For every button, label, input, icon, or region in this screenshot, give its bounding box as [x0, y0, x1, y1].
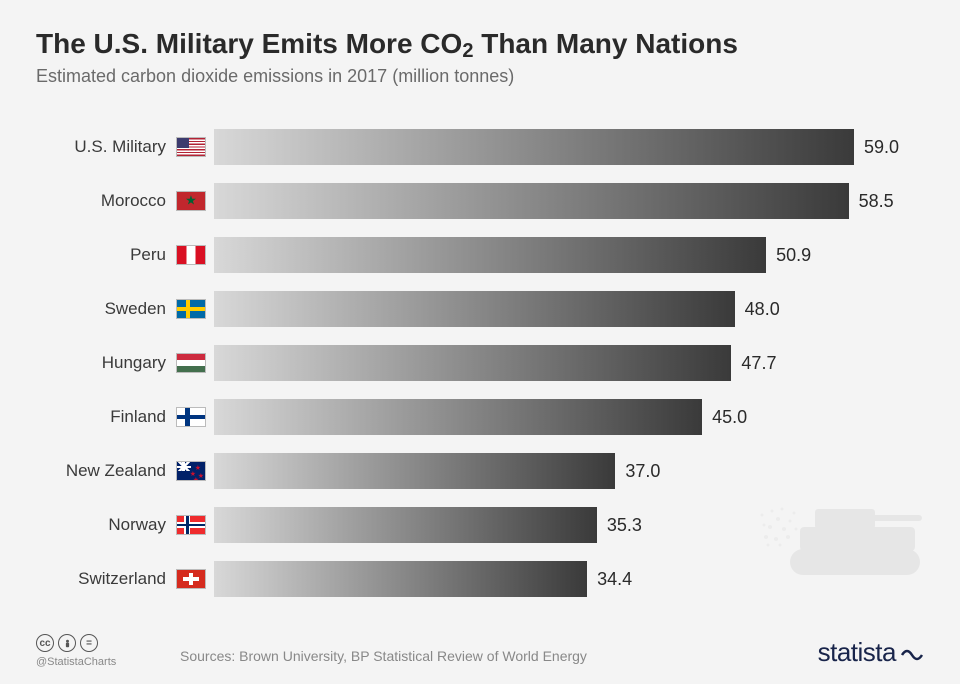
logo-text: statista [818, 637, 896, 668]
fi-flag-icon [176, 407, 206, 427]
bar-value: 37.0 [625, 461, 660, 482]
bar-label: Norway [36, 515, 176, 535]
statista-logo: statista [818, 637, 924, 668]
bar-track: 50.9 [214, 237, 924, 273]
ch-flag-icon [176, 569, 206, 589]
bar-value: 50.9 [776, 245, 811, 266]
bar-label: Peru [36, 245, 176, 265]
bar-row: Sweden 48.0 [36, 285, 924, 333]
hu-flag-icon [176, 353, 206, 373]
bar-label: Sweden [36, 299, 176, 319]
bar-label: New Zealand [36, 461, 176, 481]
handle-text: @StatistaCharts [36, 656, 116, 668]
tank-icon [760, 479, 930, 589]
bar-track: 59.0 [214, 129, 924, 165]
bar-row: Morocco 58.5 [36, 177, 924, 225]
bar-row: Peru 50.9 [36, 231, 924, 279]
bar [214, 291, 735, 327]
cc-icon: cc [36, 634, 54, 652]
by-icon [58, 634, 76, 652]
bar-track: 58.5 [214, 183, 924, 219]
chart-container: The U.S. Military Emits More CO2 Than Ma… [0, 0, 960, 684]
bar-value: 34.4 [597, 569, 632, 590]
bar-label: Switzerland [36, 569, 176, 589]
bar-row: Finland 45.0 [36, 393, 924, 441]
bar [214, 399, 702, 435]
bar-label: Morocco [36, 191, 176, 211]
chart-title: The U.S. Military Emits More CO2 Than Ma… [36, 28, 924, 60]
bar [214, 561, 587, 597]
bar [214, 345, 731, 381]
bar [214, 507, 597, 543]
statista-wave-icon [900, 641, 924, 665]
bar-value: 58.5 [859, 191, 894, 212]
pe-flag-icon [176, 245, 206, 265]
bar-value: 59.0 [864, 137, 899, 158]
bar-value: 48.0 [745, 299, 780, 320]
bar-value: 35.3 [607, 515, 642, 536]
bar [214, 453, 615, 489]
bar-row: U.S. Military 59.0 [36, 123, 924, 171]
bar-track: 47.7 [214, 345, 924, 381]
bar-label: Hungary [36, 353, 176, 373]
cc-license-icons: cc = [36, 634, 116, 652]
se-flag-icon [176, 299, 206, 319]
bar-value: 47.7 [741, 353, 776, 374]
ma-flag-icon [176, 191, 206, 211]
chart-subtitle: Estimated carbon dioxide emissions in 20… [36, 66, 924, 87]
bar-label: Finland [36, 407, 176, 427]
bar-track: 45.0 [214, 399, 924, 435]
sources-text: Sources: Brown University, BP Statistica… [180, 648, 587, 664]
bar-value: 45.0 [712, 407, 747, 428]
bar-label: U.S. Military [36, 137, 176, 157]
bar [214, 183, 849, 219]
nz-flag-icon [176, 461, 206, 481]
bar [214, 129, 854, 165]
bar-track: 48.0 [214, 291, 924, 327]
bar-row: Hungary 47.7 [36, 339, 924, 387]
us-flag-icon [176, 137, 206, 157]
nd-icon: = [80, 634, 98, 652]
bar [214, 237, 766, 273]
no-flag-icon [176, 515, 206, 535]
